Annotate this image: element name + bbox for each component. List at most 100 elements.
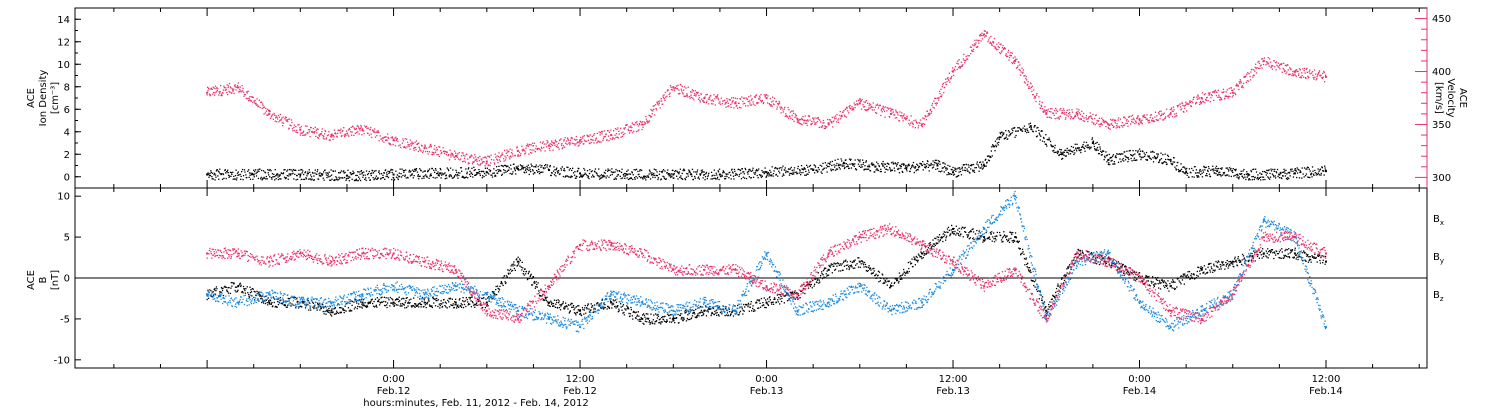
density-dot (321, 174, 323, 176)
bx-dot (368, 301, 370, 303)
velocity-dot (1048, 116, 1050, 118)
density-dot (647, 175, 649, 177)
velocity-dot (682, 93, 684, 95)
velocity-dot (383, 141, 385, 143)
density-dot (629, 177, 631, 180)
velocity-dot (1125, 122, 1127, 124)
density-dot (1184, 167, 1186, 169)
density-dot (349, 176, 351, 179)
bx-dot (402, 297, 404, 299)
density-dot (749, 168, 751, 170)
velocity-dot (657, 103, 659, 105)
velocity-dot (448, 154, 450, 156)
density-dot (913, 166, 915, 168)
density-dot (558, 173, 561, 176)
density-dot (989, 156, 991, 158)
velocity-dot (751, 104, 753, 106)
density-dot (987, 155, 989, 157)
density-dot (695, 171, 697, 173)
density-dot (553, 174, 556, 176)
density-dot (661, 171, 663, 173)
density-dot (214, 174, 217, 176)
velocity-dot (1078, 109, 1080, 111)
density-dot (494, 175, 496, 177)
density-dot (662, 175, 664, 177)
velocity-point (299, 128, 302, 131)
velocity-dot (1130, 123, 1132, 125)
velocity-dot (1026, 79, 1028, 81)
density-dot (1099, 146, 1101, 148)
density-dot (655, 169, 657, 171)
density-dot (950, 168, 952, 171)
bx-dot (404, 307, 406, 309)
density-dot (1181, 171, 1184, 173)
velocity-dot (423, 148, 425, 150)
velocity-dot (595, 138, 597, 140)
density-dot (1272, 168, 1274, 171)
velocity-dot (656, 101, 658, 103)
velocity-dot (413, 149, 415, 151)
velocity-dot (406, 138, 408, 140)
velocity-dot (797, 119, 799, 122)
density-dot (953, 173, 956, 175)
bx-dot (251, 295, 253, 297)
bx-dot (342, 308, 344, 310)
velocity-dot (961, 65, 963, 67)
velocity-dot (1115, 120, 1117, 122)
density-dot (330, 179, 332, 181)
density-dot (537, 171, 539, 173)
density-dot (448, 175, 450, 177)
bx-dot (372, 305, 375, 307)
velocity-dot (345, 134, 347, 137)
velocity-dot (324, 130, 327, 133)
density-dot (970, 168, 972, 170)
velocity-dot (607, 135, 610, 137)
velocity-dot (898, 120, 901, 122)
velocity-dot (1246, 73, 1248, 75)
density-dot (896, 165, 898, 167)
velocity-dot (579, 136, 582, 139)
velocity-dot (986, 32, 988, 34)
density-dot (490, 174, 492, 176)
density-dot (1236, 176, 1238, 178)
density-dot (1164, 161, 1166, 163)
velocity-dot (711, 99, 714, 101)
density-dot (544, 167, 546, 169)
velocity-dot (380, 138, 382, 140)
density-dot (859, 159, 861, 161)
velocity-dot (916, 122, 918, 124)
velocity-dot (629, 130, 631, 132)
density-dot (824, 162, 826, 164)
density-dot (563, 169, 565, 171)
density-dot (329, 179, 331, 181)
velocity-dot (1197, 95, 1199, 97)
velocity-dot (1002, 44, 1004, 47)
velocity-dot (861, 108, 863, 110)
velocity-dot (868, 107, 870, 109)
density-dot (768, 175, 770, 177)
velocity-dot (903, 115, 905, 117)
velocity-dot (1144, 116, 1146, 118)
density-dot (1267, 169, 1269, 172)
velocity-dot (1233, 88, 1235, 90)
density-dot (1011, 128, 1013, 130)
velocity-dot (777, 102, 779, 105)
density-dot (1198, 172, 1200, 174)
density-dot (489, 169, 492, 172)
density-dot (1152, 150, 1154, 152)
velocity-dot (580, 138, 582, 141)
density-dot (1180, 163, 1182, 165)
velocity-dot (724, 103, 726, 105)
velocity-dot (1150, 114, 1152, 116)
velocity-dot (848, 107, 851, 109)
bx-dot (364, 302, 366, 304)
density-dot (351, 178, 353, 180)
velocity-dot (1213, 91, 1215, 94)
velocity-dot (938, 99, 940, 101)
velocity-dot (408, 144, 411, 146)
density-dot (763, 171, 765, 173)
velocity-dot (288, 127, 290, 129)
density-dot (594, 171, 596, 173)
density-dot (388, 172, 390, 175)
velocity-dot (982, 34, 984, 37)
